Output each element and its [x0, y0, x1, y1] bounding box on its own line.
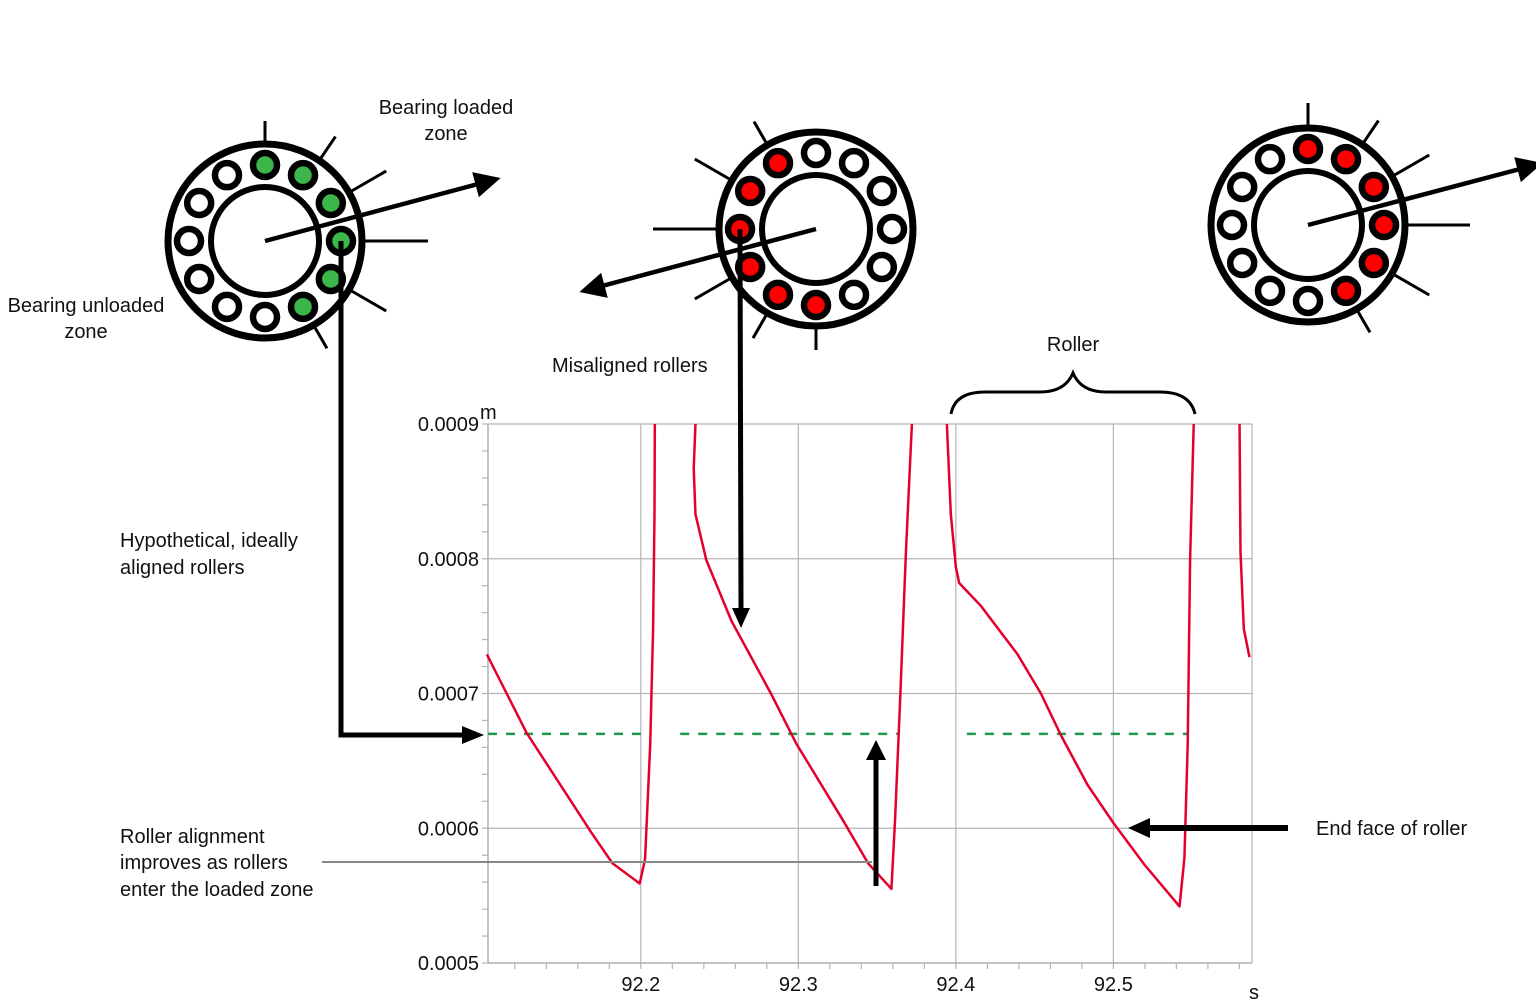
bearing-unloaded-zone-label: Bearing unloaded	[8, 295, 165, 317]
roller-alignment-label: enter the loaded zone	[120, 879, 314, 901]
bearing	[164, 121, 501, 350]
unloaded-roller	[173, 225, 205, 257]
roller-brace	[949, 369, 1197, 415]
x-tick-label: 92.4	[936, 974, 975, 996]
misaligned-rollers-label: Misaligned rollers	[552, 355, 708, 377]
bearing-loaded-zone-label: zone	[424, 123, 467, 145]
roller-alignment-label: Roller alignment	[120, 826, 265, 848]
misaligned-roller-connector-arrow	[737, 228, 744, 609]
unloaded-roller	[211, 159, 243, 191]
annotations: Bearing loaded zone Bearing unloaded zon…	[8, 97, 1468, 901]
load-direction-arrow	[579, 226, 817, 298]
arrowhead	[462, 726, 484, 744]
unloaded-roller	[183, 187, 215, 219]
unloaded-roller	[1254, 275, 1286, 307]
loaded-roller	[1358, 247, 1390, 279]
unloaded-roller	[211, 291, 243, 323]
unloaded-roller	[838, 147, 870, 179]
ideal-roller-connector-arrow	[338, 241, 462, 738]
loaded-roller	[734, 175, 766, 207]
unloaded-roller	[1216, 209, 1248, 241]
displacement-curve	[1238, 423, 1251, 658]
y-unit-label: m	[480, 402, 497, 424]
zone-tick	[1356, 310, 1372, 334]
bearing-loaded-zone-label: Bearing loaded	[379, 97, 514, 119]
bearing	[1207, 103, 1536, 334]
unloaded-roller	[1292, 285, 1324, 317]
zone-tick	[313, 326, 329, 350]
hypothetical-label: Hypothetical, ideally	[120, 530, 298, 552]
unloaded-roller	[866, 251, 898, 283]
load-direction-arrow	[264, 172, 501, 244]
unloaded-roller	[838, 279, 870, 311]
y-tick-label: 0.0005	[418, 953, 479, 975]
roller-alignment-label: improves as rollers	[120, 852, 288, 874]
connectors	[322, 228, 1288, 886]
x-unit-label: s	[1249, 982, 1259, 1000]
bearing	[579, 120, 917, 350]
zone-tick	[751, 314, 768, 339]
zone-tick	[1393, 153, 1430, 177]
bearing-unloaded-zone-label: zone	[64, 321, 107, 343]
unloaded-roller	[1226, 247, 1258, 279]
y-tick-label: 0.0007	[418, 684, 479, 706]
arrowhead	[866, 740, 886, 760]
loaded-roller	[315, 187, 347, 219]
loaded-roller	[249, 149, 281, 181]
unloaded-roller	[183, 263, 215, 295]
chart: 0.0005 0.0006 0.0007 0.0008 0.0009 92.2 92.3 92…	[418, 402, 1259, 1000]
unloaded-roller	[866, 175, 898, 207]
unloaded-roller	[800, 137, 832, 169]
loaded-roller	[800, 289, 832, 321]
y-tick-label: 0.0009	[418, 414, 479, 436]
x-tick-label: 92.5	[1094, 974, 1133, 996]
loaded-roller	[762, 147, 794, 179]
zone-tick	[694, 157, 731, 181]
unloaded-roller	[876, 213, 908, 245]
zone-tick	[752, 120, 768, 144]
x-tick-label: 92.2	[621, 974, 660, 996]
loaded-roller	[1330, 275, 1362, 307]
y-tick-label: 0.0006	[418, 818, 479, 840]
unloaded-roller	[249, 301, 281, 333]
loaded-roller	[1330, 143, 1362, 175]
arrowhead	[732, 608, 750, 628]
load-direction-arrow	[1307, 157, 1536, 228]
displacement-curve	[485, 423, 657, 885]
arrowhead	[1128, 818, 1150, 838]
end-face-label: End face of roller	[1316, 818, 1468, 840]
unloaded-roller	[1226, 171, 1258, 203]
y-tick-label: 0.0008	[418, 549, 479, 571]
zone-tick	[350, 289, 387, 313]
displacement-curve	[945, 423, 1195, 908]
x-tick-label: 92.3	[779, 974, 818, 996]
loaded-roller	[762, 279, 794, 311]
zone-tick	[319, 135, 337, 159]
displacement-curve	[692, 423, 914, 891]
roller-label: Roller	[1047, 334, 1100, 356]
loaded-roller	[287, 159, 319, 191]
loaded-roller	[1358, 171, 1390, 203]
bearing-diagrams	[164, 103, 1536, 350]
hypothetical-label: aligned rollers	[120, 557, 245, 579]
zone-tick	[1393, 273, 1430, 297]
zone-tick	[694, 277, 731, 301]
loaded-roller	[287, 291, 319, 323]
unloaded-roller	[1254, 143, 1286, 175]
zone-tick	[350, 169, 387, 193]
loaded-roller	[1292, 133, 1324, 165]
zone-tick	[1362, 119, 1380, 143]
loaded-roller	[1368, 209, 1400, 241]
